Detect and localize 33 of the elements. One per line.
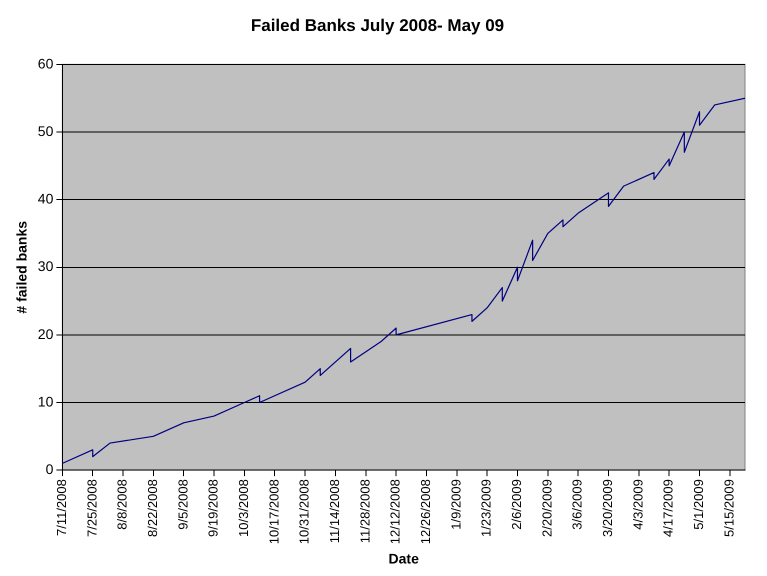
x-tick-label: 12/12/2008 bbox=[388, 479, 403, 544]
x-tick-label: 8/22/2008 bbox=[144, 479, 160, 537]
x-tick-label: 2/6/2009 bbox=[509, 479, 524, 530]
y-tick-label: 0 bbox=[46, 460, 54, 477]
x-tick-label: 5/1/2009 bbox=[691, 479, 706, 530]
x-tick-label: 10/3/2008 bbox=[236, 479, 251, 537]
x-tick-label: 3/6/2009 bbox=[570, 479, 585, 530]
y-tick-label: 60 bbox=[38, 55, 54, 72]
y-tick-label: 30 bbox=[38, 258, 54, 274]
x-tick-label: 4/3/2009 bbox=[630, 479, 646, 530]
chart-title: Failed Banks July 2008- May 09 bbox=[250, 16, 504, 35]
x-axis-title: Date bbox=[388, 550, 420, 566]
x-tick-label: 8/8/2008 bbox=[114, 479, 130, 530]
x-tick-label: 7/11/2008 bbox=[54, 479, 69, 536]
y-tick-label: 40 bbox=[38, 190, 54, 207]
y-tick-label: 20 bbox=[38, 326, 54, 342]
x-tick-label: 10/31/2008 bbox=[296, 479, 312, 544]
x-tick-label: 9/5/2008 bbox=[175, 479, 190, 530]
x-tick-label: 7/25/2008 bbox=[84, 479, 100, 537]
x-tick-label: 5/15/2009 bbox=[721, 479, 736, 537]
x-tick-label: 3/20/2009 bbox=[600, 479, 616, 537]
x-tick-label: 10/17/2008 bbox=[266, 479, 282, 544]
x-tick-label: 12/26/2008 bbox=[418, 479, 434, 544]
y-tick-label: 50 bbox=[38, 122, 54, 139]
x-tick-label: 1/23/2009 bbox=[478, 479, 494, 537]
y-tick-label: 10 bbox=[38, 393, 54, 410]
y-axis-title: # failed banks bbox=[13, 220, 30, 314]
x-tick-label: 2/20/2009 bbox=[539, 479, 554, 537]
x-tick-label: 11/28/2008 bbox=[357, 479, 372, 544]
x-tick-label: 11/14/2008 bbox=[327, 479, 342, 544]
x-tick-label: 1/9/2009 bbox=[448, 479, 464, 530]
x-tick-label: 9/19/2008 bbox=[206, 479, 221, 537]
x-tick-label: 4/17/2009 bbox=[660, 479, 676, 537]
